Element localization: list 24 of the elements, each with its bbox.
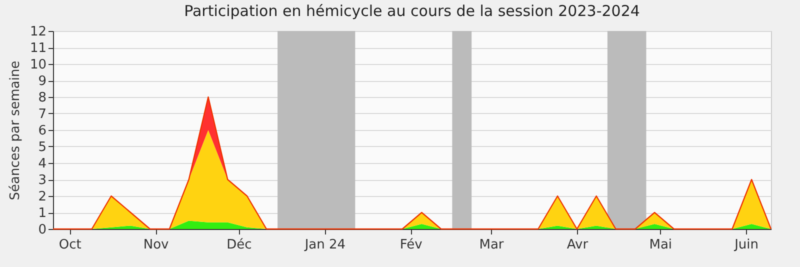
y-axis-title: Séances par semaine	[8, 60, 23, 200]
chart-title: Participation en hémicycle au cours de la session 2023-2024	[184, 2, 640, 20]
y-tick-label: 12	[30, 24, 46, 40]
x-tick-label: Déc	[226, 238, 252, 252]
x-tick-label: Juin	[734, 238, 759, 252]
y-tick-label: 5	[38, 140, 46, 155]
x-tick-label: Fév	[400, 238, 423, 252]
y-tick-label: 6	[38, 124, 46, 138]
y-tick-label: 0	[38, 222, 46, 238]
y-tick-label: 2	[38, 190, 46, 204]
x-tick-label: Nov	[143, 238, 170, 252]
y-tick-label: 4	[38, 156, 46, 172]
y-tick-label: 10	[30, 58, 46, 72]
x-tick-label: Avr	[566, 238, 589, 252]
y-tick-label: 1	[38, 206, 46, 221]
y-tick-label: 3	[38, 173, 46, 188]
x-tick-label: Mar	[479, 238, 504, 252]
x-tick-label: Oct	[58, 238, 82, 252]
y-tick-label: 11	[30, 41, 46, 56]
x-tick-label: Mai	[649, 238, 672, 252]
y-tick-label: 9	[38, 74, 46, 89]
x-tick-label: Jan 24	[304, 238, 346, 252]
y-tick-label: 7	[38, 107, 46, 122]
y-tick-label: 8	[38, 90, 46, 106]
